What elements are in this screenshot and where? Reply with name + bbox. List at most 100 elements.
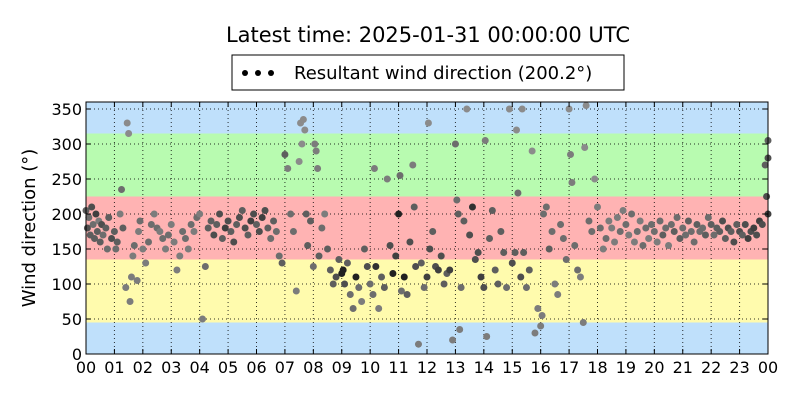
data-point	[314, 165, 322, 172]
data-point	[255, 228, 263, 235]
data-point	[150, 210, 158, 218]
legend-box	[231, 54, 625, 91]
x-tick-label: 09	[332, 358, 352, 377]
data-point	[679, 224, 687, 232]
data-point	[145, 238, 153, 246]
data-point	[684, 217, 692, 225]
data-point	[129, 252, 137, 260]
data-point	[483, 333, 491, 340]
data-point	[500, 249, 508, 256]
data-point	[491, 266, 499, 274]
data-point	[218, 235, 226, 242]
data-point	[210, 231, 218, 239]
data-point	[613, 214, 621, 221]
data-point	[372, 263, 380, 270]
x-tick-label: 03	[161, 358, 181, 377]
y-tick-label: 200	[51, 205, 82, 224]
data-point	[481, 137, 489, 144]
x-tick-label: 00	[758, 358, 778, 377]
data-point	[118, 186, 126, 193]
data-point	[667, 221, 675, 228]
data-point	[238, 207, 246, 214]
data-point	[164, 231, 172, 239]
data-point	[395, 210, 403, 218]
data-point	[309, 263, 317, 270]
data-point	[670, 228, 678, 235]
data-point	[551, 280, 559, 288]
data-point	[406, 238, 414, 246]
data-point	[730, 238, 738, 246]
x-tick-label: 19	[616, 358, 636, 377]
x-tick-label: 02	[133, 358, 153, 377]
data-point	[159, 235, 167, 242]
data-point	[463, 105, 471, 113]
data-point	[673, 214, 681, 221]
data-point	[423, 273, 431, 281]
data-point	[108, 235, 116, 242]
data-point	[204, 224, 212, 232]
x-tick-label: 08	[303, 358, 323, 377]
data-point	[704, 214, 712, 221]
x-tick-label: 07	[275, 358, 295, 377]
data-point	[341, 280, 349, 288]
x-tick-label: 01	[104, 358, 124, 377]
data-point	[557, 221, 565, 228]
x-tick-label: 10	[360, 358, 380, 377]
data-point	[690, 238, 698, 246]
data-point	[250, 210, 258, 218]
data-point	[258, 214, 266, 221]
data-point	[213, 221, 221, 228]
data-point	[176, 252, 184, 260]
data-point	[761, 161, 769, 169]
data-point	[116, 210, 124, 218]
x-tick-label: 00	[76, 358, 96, 377]
data-point	[596, 224, 604, 232]
data-point	[339, 266, 347, 274]
data-point	[335, 256, 343, 263]
data-point	[275, 252, 283, 260]
data-point	[96, 238, 104, 246]
data-point	[693, 221, 701, 228]
x-tick-label: 21	[673, 358, 693, 377]
data-point	[514, 189, 522, 197]
data-point	[261, 207, 269, 214]
data-point	[414, 340, 422, 348]
data-point	[687, 228, 695, 235]
data-point	[565, 105, 573, 113]
data-point	[295, 158, 303, 165]
data-point	[611, 238, 619, 246]
data-point	[235, 214, 243, 221]
data-point	[480, 284, 488, 291]
data-point	[568, 179, 576, 186]
data-point	[392, 252, 400, 260]
data-point	[397, 287, 405, 295]
data-point	[429, 228, 437, 235]
data-point	[410, 203, 418, 211]
data-point	[105, 214, 113, 221]
data-point	[156, 228, 164, 235]
data-point	[605, 217, 613, 225]
x-tick-label: 06	[246, 358, 266, 377]
data-point	[311, 140, 319, 148]
data-point	[477, 273, 485, 281]
data-point	[468, 203, 476, 211]
data-point	[332, 273, 340, 281]
data-point	[733, 221, 741, 228]
data-points	[82, 102, 772, 348]
data-point	[349, 305, 357, 312]
data-point	[562, 256, 570, 263]
data-point	[386, 242, 394, 249]
data-point	[281, 151, 289, 158]
data-point	[486, 235, 494, 242]
data-point	[230, 238, 238, 246]
data-point	[173, 266, 181, 274]
data-point	[616, 228, 624, 235]
data-point	[456, 326, 464, 333]
x-tick-label: 16	[530, 358, 550, 377]
x-tick-label: 17	[559, 358, 579, 377]
data-point	[343, 259, 351, 267]
data-point	[227, 228, 235, 235]
data-point	[437, 252, 445, 260]
data-point	[389, 270, 397, 277]
